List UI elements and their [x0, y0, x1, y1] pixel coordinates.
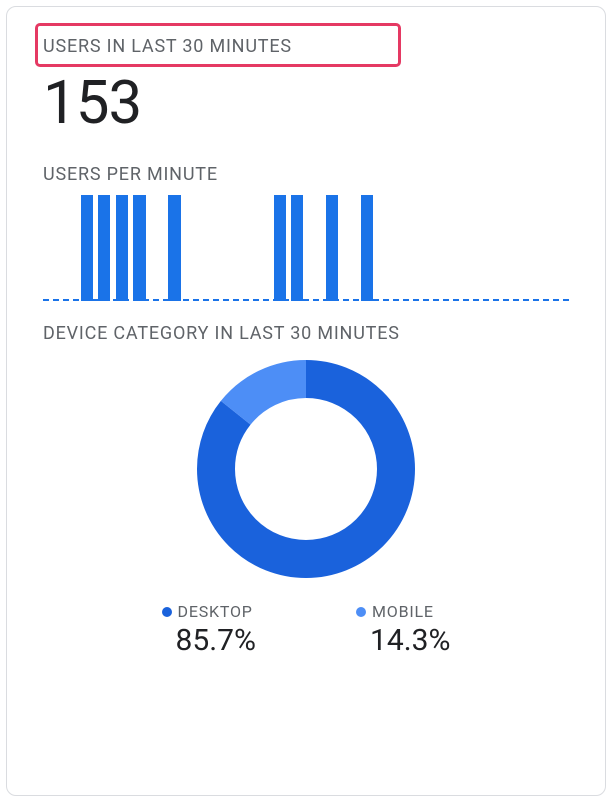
legend-value: 14.3%: [370, 623, 450, 658]
bar: [361, 195, 373, 301]
legend-label: DESKTOP: [178, 602, 253, 621]
legend-top: DESKTOP: [162, 602, 253, 621]
bar: [168, 195, 180, 301]
realtime-card: USERS IN LAST 30 MINUTES 153 USERS PER M…: [6, 6, 606, 796]
legend-dot-icon: [162, 607, 172, 617]
legend-value: 85.7%: [176, 623, 256, 658]
bar: [116, 195, 128, 301]
users-per-minute-chart: [43, 195, 569, 301]
legend-label: MOBILE: [372, 602, 434, 621]
bar: [98, 195, 110, 301]
device-category-label: DEVICE CATEGORY IN LAST 30 MINUTES: [43, 323, 569, 344]
device-category-donut-chart: [197, 360, 415, 578]
bar: [133, 195, 145, 301]
legend-item-desktop: DESKTOP 85.7%: [162, 602, 256, 658]
legend-dot-icon: [356, 607, 366, 617]
bar: [81, 195, 93, 301]
bar: [291, 195, 303, 301]
device-category-chart-wrap: [43, 360, 569, 578]
bar: [326, 195, 338, 301]
legend-item-mobile: MOBILE 14.3%: [356, 602, 450, 658]
users-last-30-label: USERS IN LAST 30 MINUTES: [43, 36, 569, 57]
legend-top: MOBILE: [356, 602, 434, 621]
bar: [274, 195, 286, 301]
device-category-legend: DESKTOP 85.7% MOBILE 14.3%: [43, 602, 569, 658]
users-last-30-value: 153: [43, 67, 569, 138]
users-per-minute-label: USERS PER MINUTE: [43, 164, 569, 185]
